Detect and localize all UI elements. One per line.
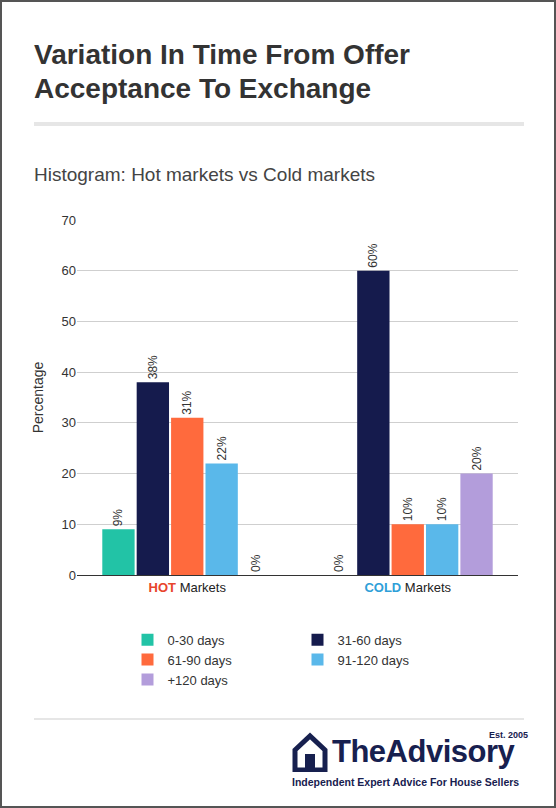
svg-text:30: 30 xyxy=(62,415,76,430)
html-text:Histogram: Hot markets vs Cold: Histogram: Hot markets vs Cold markets xyxy=(34,164,375,185)
svg-text:10: 10 xyxy=(62,517,76,532)
html-text:Variation In Time From Offer A: Variation In Time From Offer Acceptance … xyxy=(34,39,410,104)
svg-text:COLD Markets: COLD Markets xyxy=(364,580,451,595)
svg-text:61-90 days: 61-90 days xyxy=(168,653,233,668)
svg-text:0-30 days: 0-30 days xyxy=(168,633,226,648)
svg-text:10%: 10% xyxy=(435,497,449,521)
svg-text:31-60 days: 31-60 days xyxy=(338,633,403,648)
html-text:Est. 2005: Est. 2005 xyxy=(489,730,528,740)
svg-text:+120 days: +120 days xyxy=(168,673,229,688)
svg-text:0: 0 xyxy=(69,568,76,583)
svg-text:HOT Markets: HOT Markets xyxy=(149,580,227,595)
svg-text:0%: 0% xyxy=(249,554,263,572)
html-text:TheAdvisory: TheAdvisory xyxy=(332,734,515,769)
svg-text:0%: 0% xyxy=(332,554,346,572)
svg-text:40: 40 xyxy=(62,365,76,380)
svg-text:10%: 10% xyxy=(401,497,415,521)
svg-text:20: 20 xyxy=(62,466,76,481)
html-text:Independent Expert Advice For: Independent Expert Advice For House Sell… xyxy=(292,776,520,788)
svg-text:Percentage: Percentage xyxy=(30,361,46,433)
svg-text:9%: 9% xyxy=(111,509,125,527)
svg-text:31%: 31% xyxy=(180,390,194,414)
svg-text:20%: 20% xyxy=(470,446,484,470)
svg-text:60: 60 xyxy=(62,263,76,278)
svg-text:60%: 60% xyxy=(366,243,380,267)
svg-text:70: 70 xyxy=(62,213,76,228)
svg-text:91-120 days: 91-120 days xyxy=(338,653,410,668)
svg-text:22%: 22% xyxy=(215,436,229,460)
svg-text:50: 50 xyxy=(62,314,76,329)
svg-text:38%: 38% xyxy=(146,355,160,379)
